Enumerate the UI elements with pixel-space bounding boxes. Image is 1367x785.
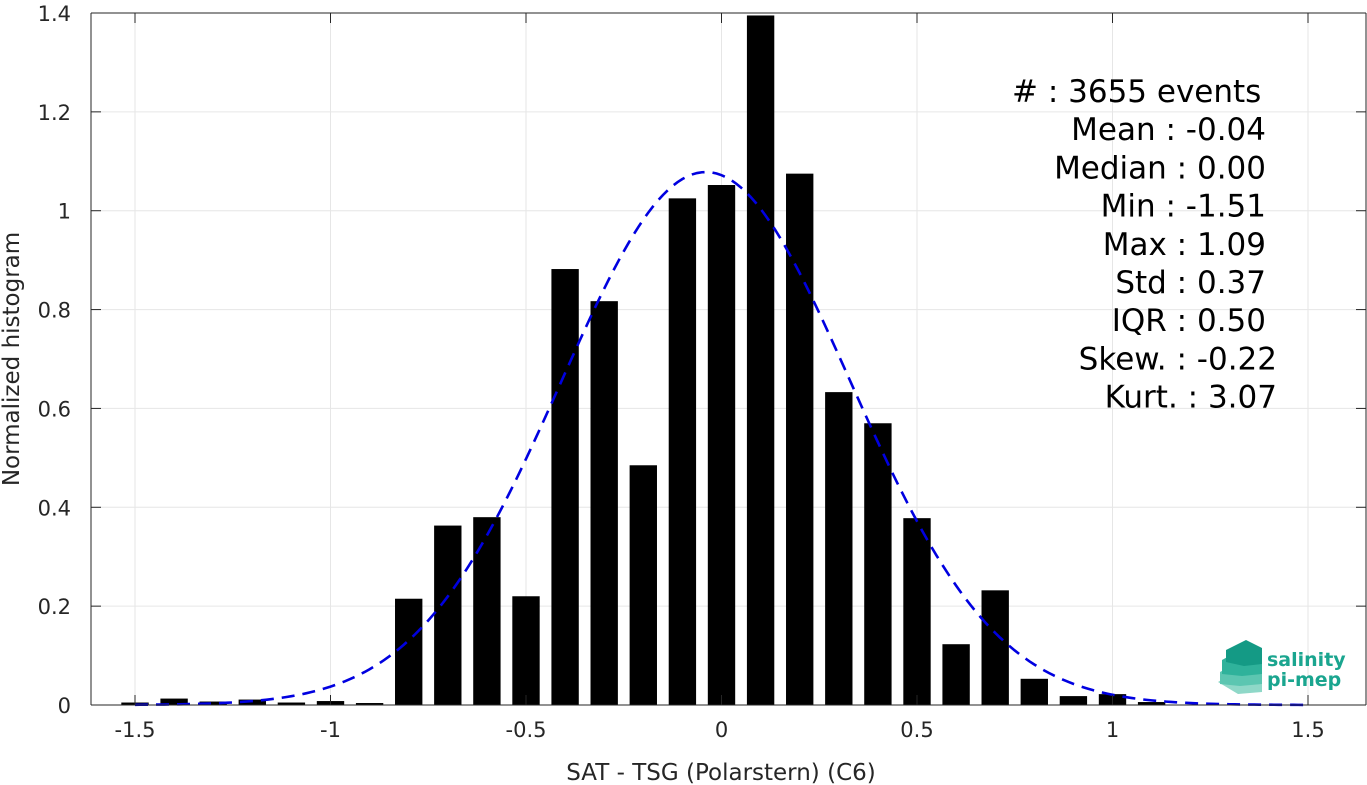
histogram-bar [786,173,814,706]
histogram-bar [160,698,188,705]
y-tick-label: 0.4 [38,496,71,520]
normal-fit-curve [134,170,1309,707]
histogram-bar [1137,702,1166,705]
histogram-bar [590,301,618,705]
logo-line1: salinity [1267,649,1346,671]
histogram-bar [512,596,540,705]
histogram-bar [434,525,462,705]
y-tick-label: 0.8 [38,299,71,323]
axes-frame [90,12,1367,706]
stats-line: Max : 1.09 [1103,227,1266,263]
y-axis-label: Normalized histogram [0,232,25,486]
logo-line2: pi-mep [1267,669,1341,691]
x-tick-label: -1 [320,718,341,742]
salinity-pi-mep-logo: salinity pi-mep [1218,640,1346,694]
stats-line: Min : -1.51 [1101,189,1266,225]
histogram-bar [746,15,775,705]
histogram-bar [1020,678,1048,705]
y-tick-label: 1.2 [38,101,71,125]
x-tick-label: 1.5 [1291,718,1324,742]
histogram-bar [629,465,657,705]
histogram-bar [668,198,697,705]
x-tick-label: 1 [1106,718,1119,742]
histogram-bar [395,598,423,705]
stats-line: Std : 0.37 [1115,265,1266,301]
histogram-bar [473,517,501,705]
stats-line: Mean : -0.04 [1071,112,1266,148]
stats-line: Kurt. : 3.07 [1105,380,1277,416]
stats-line: # : 3655 events [1012,74,1261,110]
histogram-bar [355,703,384,705]
histogram-bar [942,644,970,705]
stats-line: IQR : 0.50 [1112,303,1266,339]
stats-line: Median : 0.00 [1054,150,1266,186]
histogram-bar [1059,696,1088,705]
logo-layers-icon [1218,640,1262,694]
y-axis-ticks: 0 0.2 0.4 0.6 0.8 1 1.2 1.4 [38,2,1366,718]
histogram-bar [199,701,227,705]
bars [121,15,1166,706]
x-tick-label: -1.5 [115,718,156,742]
histogram-bar [277,702,306,705]
histogram-bar [551,269,579,705]
histogram-bar [707,185,736,706]
y-tick-label: 0.6 [38,397,71,421]
stats-line: Skew. : -0.22 [1079,341,1277,377]
histogram-bar [825,392,853,705]
y-tick-label: 0 [58,694,71,718]
x-tick-label: 0.5 [900,718,933,742]
x-tick-label: -0.5 [506,718,547,742]
y-tick-label: 1.4 [38,2,71,26]
histogram-bar [903,518,931,705]
y-tick-label: 0.2 [38,595,71,619]
y-tick-label: 1 [58,200,71,224]
histogram-bar [981,590,1009,705]
x-axis-label: SAT - TSG (Polarstern) (C6) [566,760,875,785]
x-axis-ticks: -1.5 -1 -0.5 0 0.5 1 1.5 [115,13,1325,742]
histogram-bar [864,423,892,705]
x-tick-label: 0 [715,718,728,742]
